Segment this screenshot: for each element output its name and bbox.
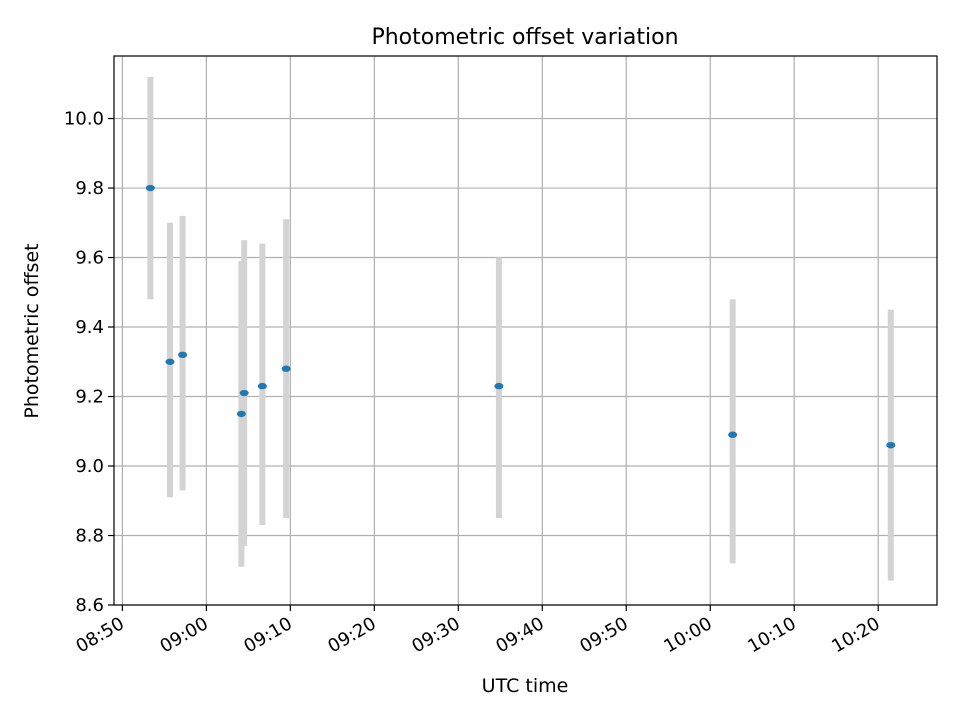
x-tick-label: 09:00 — [156, 613, 211, 657]
grid — [114, 56, 937, 606]
error-bars — [147, 76, 894, 581]
x-tick-label: 10:10 — [744, 613, 799, 657]
data-points — [145, 184, 896, 449]
y-axis-ticks: 8.6 8.8 9.0 9.2 9.4 9.6 9.8 10.0 — [64, 109, 114, 616]
y-tick-label: 9.8 — [75, 178, 104, 199]
data-point — [239, 389, 249, 397]
x-axis-label: UTC time — [482, 675, 569, 697]
data-point — [728, 431, 738, 438]
data-point — [236, 410, 246, 418]
x-tick-label: 09:30 — [408, 613, 463, 657]
x-tick-label: 10:20 — [828, 613, 883, 657]
chart-title: Photometric offset variation — [371, 25, 678, 50]
x-tick-label: 09:40 — [492, 613, 547, 657]
y-tick-label: 9.6 — [75, 248, 104, 269]
data-point — [494, 382, 504, 390]
x-tick-label: 10:00 — [660, 613, 715, 657]
x-tick-label: 09:50 — [576, 613, 631, 657]
data-point — [281, 365, 291, 372]
y-tick-label: 8.8 — [75, 526, 104, 547]
data-point — [165, 358, 175, 365]
y-axis-label: Photometric offset — [21, 243, 43, 418]
data-point — [886, 441, 896, 449]
x-axis-ticks: 08:50 09:00 09:10 09:20 09:30 09:40 09:50 10:00… — [72, 605, 884, 657]
y-tick-label: 9.2 — [75, 387, 104, 408]
y-tick-label: 10.0 — [64, 109, 104, 130]
data-point — [257, 382, 267, 390]
y-tick-label: 9.0 — [75, 456, 104, 477]
data-point — [145, 184, 155, 192]
x-tick-label: 08:50 — [72, 613, 127, 657]
y-tick-label: 9.4 — [75, 317, 104, 338]
x-tick-label: 09:20 — [324, 613, 379, 657]
plot-frame — [113, 55, 938, 606]
x-tick-label: 09:10 — [240, 613, 295, 657]
y-tick-label: 8.6 — [75, 595, 104, 616]
data-point — [178, 351, 188, 359]
